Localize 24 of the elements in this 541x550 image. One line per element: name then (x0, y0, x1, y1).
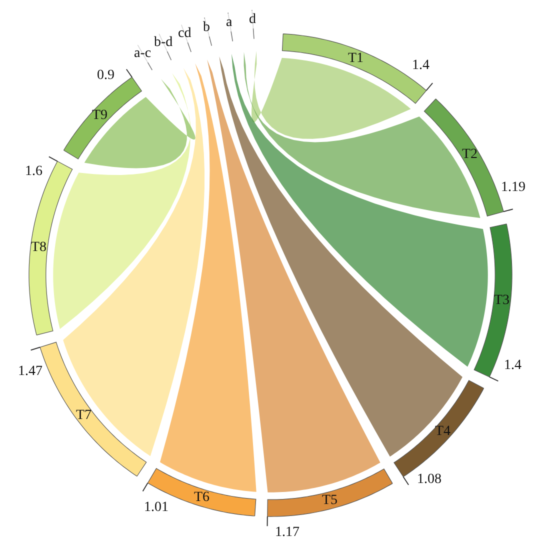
data-label: 1.19 (501, 180, 526, 195)
text: cd (178, 26, 192, 41)
text: d (249, 12, 256, 27)
category-label: T7 (76, 408, 92, 423)
text: b-d (154, 35, 173, 50)
category-label: T1 (348, 51, 364, 66)
text: a-c (134, 46, 152, 61)
data-label: 1.01 (144, 500, 168, 515)
text: a (226, 15, 233, 30)
data-label: 1.08 (417, 472, 442, 487)
category-label: T2 (462, 147, 478, 162)
category-label: T9 (92, 108, 108, 123)
data-label: 1.17 (275, 525, 300, 540)
category-label: T3 (494, 293, 510, 308)
category-label: T8 (31, 240, 47, 255)
category-label: T5 (322, 493, 338, 508)
data-label: 0.9 (97, 68, 114, 83)
data-label: 1.4 (504, 358, 522, 373)
data-label: 1.6 (25, 164, 42, 179)
category-label: T4 (435, 424, 451, 439)
data-label: 1.4 (412, 58, 430, 73)
data-label: 1.47 (18, 364, 42, 379)
text: b (203, 20, 210, 35)
category-label: T6 (194, 490, 210, 505)
